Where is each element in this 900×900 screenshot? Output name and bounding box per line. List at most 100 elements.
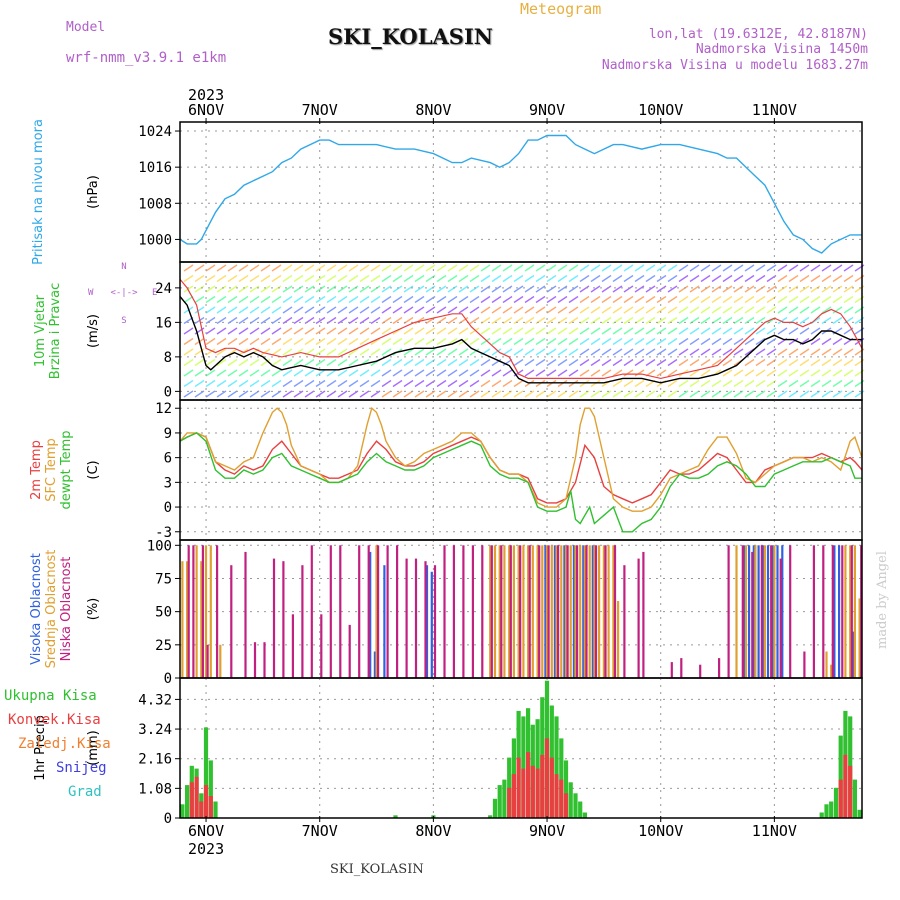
wind-barb-4-40	[623, 306, 634, 314]
wind-barb-8-35	[568, 348, 579, 356]
wind-barb-2-24	[447, 285, 458, 293]
wind-barb-2-55	[788, 285, 799, 293]
wind-barb-10-57	[810, 369, 821, 377]
wind-barb-9-55	[788, 358, 799, 367]
wind-barb-4-13	[326, 306, 337, 314]
wind-barb-9-59	[832, 358, 843, 367]
wind-barb-4-30	[513, 306, 524, 314]
year-label-top: 2023	[188, 86, 224, 104]
wind-barb-2-43	[656, 285, 667, 293]
bar-precip-1-0	[189, 782, 194, 818]
wind-barb-9-10	[293, 358, 304, 367]
wind-barb-7-35	[568, 337, 579, 346]
wind-barb-7-57	[810, 337, 821, 346]
wind-barb-5-30	[513, 316, 524, 325]
wind-barb-1-44	[667, 274, 678, 283]
wind-barb-2-47	[700, 285, 711, 293]
bar-cloud-0-7	[563, 545, 566, 678]
wind-barb-12-26	[469, 390, 480, 398]
wind-barb-9-40	[623, 358, 634, 367]
wind-barb-3-6	[249, 295, 260, 304]
wind-barb-11-59	[832, 379, 843, 388]
model-name: wrf-nmm_v3.9.1 e1km	[66, 50, 227, 66]
wind-barb-9-44	[667, 358, 678, 367]
bar-cloud-2-37	[538, 545, 541, 678]
bar-cloud-2-5	[230, 565, 233, 678]
wind-barb-11-29	[502, 379, 513, 388]
wind-barb-7-47	[700, 337, 711, 346]
wind-barb-9-48	[711, 358, 722, 367]
bar-precip-1-19	[843, 754, 848, 818]
precip-legend-3: Snijeg	[56, 760, 107, 776]
bar-cloud-1-3	[200, 561, 203, 678]
wind-barb-3-40	[623, 295, 634, 304]
wind-barb-10-0	[183, 369, 194, 377]
wind-barb-8-0	[183, 348, 194, 356]
bar-cloud-1-5	[209, 545, 212, 678]
wind-barb-0-22	[425, 264, 436, 272]
wind-barb-7-32	[535, 337, 546, 346]
wind-barb-5-45	[678, 316, 689, 325]
wind-barb-3-37	[590, 295, 601, 304]
wind-barb-11-11	[304, 379, 315, 388]
bar-cloud-2-65	[850, 545, 853, 678]
wind-barb-7-15	[348, 337, 359, 346]
wind-barb-7-18	[381, 337, 392, 346]
wind-barb-0-57	[810, 264, 821, 272]
wind-barb-11-0	[183, 379, 194, 388]
bar-cloud-2-23	[405, 558, 408, 678]
wind-barb-9-25	[458, 358, 469, 367]
wind-barb-8-1	[194, 348, 205, 356]
wind-barb-0-25	[458, 264, 469, 272]
bar-precip-1-15	[554, 774, 559, 818]
wind-barb-12-38	[601, 390, 612, 398]
wind-barb-8-53	[766, 348, 777, 356]
wind-barb-0-2	[205, 264, 216, 272]
bar-cloud-2-11	[291, 614, 294, 678]
bar-cloud-1-0	[181, 561, 184, 678]
day-label-top-4: 10NOV	[638, 101, 683, 119]
bar-cloud-1-31	[598, 545, 601, 678]
wind-barb-0-24	[447, 264, 458, 272]
wind-barb-0-17	[370, 264, 381, 272]
bar-cloud-1-10	[498, 545, 501, 678]
chart-kind: Meteogram	[520, 0, 602, 18]
wind-barb-12-53	[766, 390, 777, 398]
ylabel-wind-1: Brzina i Pravac	[48, 283, 63, 380]
bar-cloud-1-28	[583, 545, 586, 678]
wind-barb-10-31	[524, 369, 535, 377]
wind-barb-7-50	[733, 337, 744, 346]
wind-barb-7-4	[227, 337, 238, 346]
bar-cloud-1-2	[195, 545, 198, 678]
wind-barb-1-23	[436, 274, 447, 283]
bar-cloud-2-12	[301, 565, 304, 678]
wind-barb-12-11	[304, 390, 315, 398]
wind-barb-11-17	[370, 379, 381, 388]
wind-barb-7-49	[722, 337, 733, 346]
bar-cloud-2-27	[443, 545, 446, 678]
wind-barb-10-1	[194, 369, 205, 377]
wind-barb-1-5	[238, 274, 249, 283]
wind-barb-10-4	[227, 369, 238, 377]
wind-barb-10-25	[458, 369, 469, 377]
wind-barb-7-23	[436, 337, 447, 346]
wind-barb-2-23	[436, 285, 447, 293]
wind-barb-2-16	[359, 285, 370, 293]
wind-barb-6-27	[480, 327, 491, 335]
wind-barb-2-5	[238, 285, 249, 293]
wind-barb-1-11	[304, 274, 315, 283]
wind-barb-4-48	[711, 306, 722, 314]
wind-barb-9-0	[183, 358, 194, 367]
wind-barb-10-34	[557, 369, 568, 377]
wind-barb-3-31	[524, 295, 535, 304]
wind-barb-7-37	[590, 337, 601, 346]
wind-barb-3-13	[326, 295, 337, 304]
wind-barb-3-19	[392, 295, 403, 304]
bar-precip-0-31	[819, 812, 824, 818]
ylabel-temperature-1: SFC Temp	[44, 438, 59, 502]
wind-barb-8-36	[579, 348, 590, 356]
wind-barb-10-52	[755, 369, 766, 377]
wind-barb-0-29	[502, 264, 513, 272]
wind-barb-4-16	[359, 306, 370, 314]
wind-barb-4-60	[843, 306, 854, 314]
